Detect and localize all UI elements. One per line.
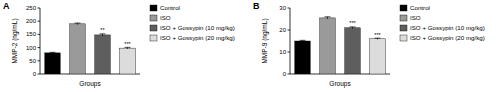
y-tick-label: 10 [279,49,286,55]
y-tick-label: 250 [26,5,37,11]
legend-label: ISO + Gossypin (10 mg/kg) [160,24,235,31]
bar [295,41,311,74]
significance: *** [124,41,131,47]
error-cap [125,47,131,48]
y-tick-label: 100 [26,45,37,51]
error-cap [300,40,306,41]
error-bar [350,27,356,29]
panel-label: A [3,1,10,11]
bar [345,28,361,74]
y-tick [288,74,291,75]
error-cap [100,33,106,34]
legend-swatch [400,35,407,41]
y-tick [38,21,41,22]
error-bar [325,17,331,19]
y-tick [38,34,41,35]
legend-label: Control [410,4,430,11]
y-tick [38,47,41,48]
legend-swatch [400,5,407,11]
error-bar [300,40,306,41]
y-tick-label: 30 [279,5,286,11]
x-axis-title: Groups [329,80,351,88]
bar [45,53,61,74]
panel: A050100150200250MMP-2 (ng/mL)Groups*****… [3,1,235,88]
error-bar [125,47,131,49]
bar [95,35,111,74]
y-tick [288,8,291,9]
y-tick [288,52,291,53]
y-tick-label: 0 [33,71,37,77]
significance: *** [374,32,381,38]
legend-label: ISO [160,14,171,21]
legend-swatch [150,15,157,21]
bar [70,24,86,74]
y-tick-label: 150 [26,31,37,37]
bar [370,39,386,74]
error-bar [50,52,56,53]
legend-swatch [400,15,407,21]
y-tick-label: 50 [29,58,36,64]
y-tick [38,8,41,9]
legend-label: ISO + Gossypin (20 mg/kg) [410,34,485,41]
y-tick-label: 200 [26,18,37,24]
x-axis-title: Groups [79,80,101,88]
error-cap [75,23,81,24]
panel-label: B [253,1,260,11]
y-axis [40,8,41,74]
y-axis-title: MMP-2 (ng/mL) [11,18,19,63]
legend-label: ISO [410,14,421,21]
legend-label: ISO + Gossypin (10 mg/kg) [410,24,485,31]
error-cap [325,16,331,17]
error-cap [50,52,56,53]
y-axis [290,8,291,74]
bar [320,18,336,74]
error-bar [75,23,81,25]
figure: A050100150200250MMP-2 (ng/mL)Groups*****… [0,0,500,92]
y-axis-title: MMP-9 (ng/mL) [261,18,269,63]
error-bar [375,38,381,39]
legend-swatch [150,5,157,11]
y-tick-label: 20 [279,27,286,33]
y-tick [38,60,41,61]
bar [120,48,136,74]
significance: *** [349,20,356,26]
y-tick-label: 0 [283,71,287,77]
error-cap [375,38,381,39]
bars [45,23,136,74]
panel: B 0 10 20 30 MMP-9 (ng/mL) Groups *** *** Control… [253,1,485,88]
legend-swatch [400,25,407,31]
error-cap [350,26,356,27]
legend-label: Control [160,4,180,11]
y-tick [288,30,291,31]
legend-swatch [150,35,157,41]
legend-label: ISO + Gossypin (20 mg/kg) [160,34,235,41]
legend-swatch [150,25,157,31]
error-bar [100,34,106,36]
y-tick [38,74,41,75]
bars [295,17,386,74]
significance: ** [100,27,105,33]
